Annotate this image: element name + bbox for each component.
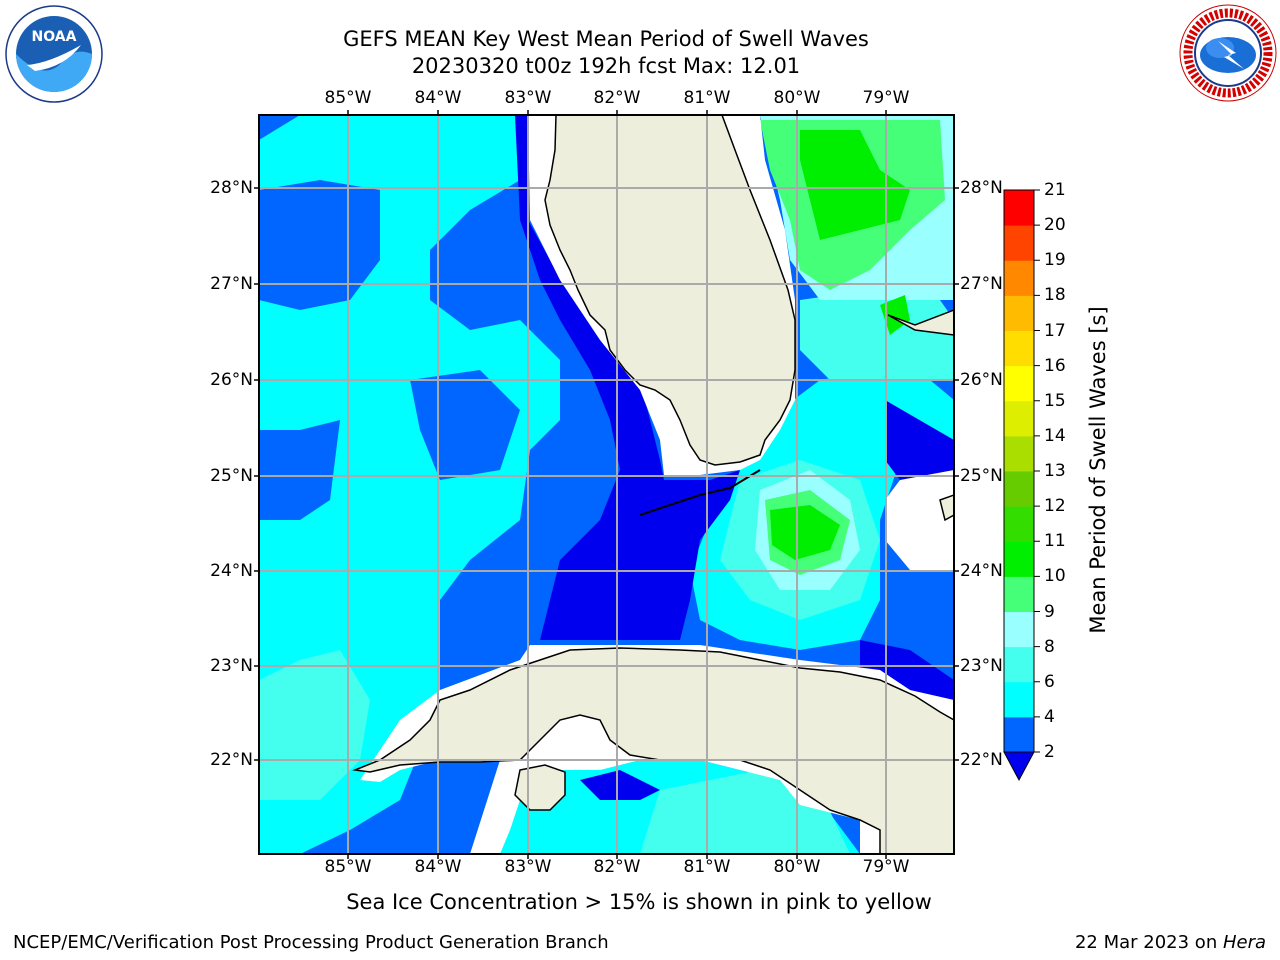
footer-credit: NCEP/EMC/Verification Post Processing Pr… [13,932,609,953]
colorbar-segment [1004,611,1034,648]
nws-logo [1178,3,1278,103]
colorbar-segment [1004,330,1034,367]
lon-label-bottom-82w: 82°W [593,857,641,877]
colorbar-segment [1004,435,1034,472]
colorbar-extend-arrow [1003,751,1035,782]
bahamas-land [887,309,954,336]
lat-label-left-24n: 24°N [210,561,253,581]
lat-label-right-24n: 24°N [960,561,1003,581]
colorbar-tick-label: 10 [1044,566,1066,587]
lat-label-right-23n: 23°N [960,656,1003,676]
lon-label-top-81w: 81°W [683,88,731,108]
colorbar-tick-label: 2 [1044,742,1055,762]
contour-2-4-patch-1 [259,180,380,310]
isla-juventud [514,764,566,811]
footer-date: 22 Mar 2023 on Hera [1075,932,1266,953]
map-subtitle: 20230320 t00z 192h fcst Max: 12.01 [411,54,801,78]
colorbar-tick-label: 8 [1044,636,1055,657]
noaa-logo: NOAA [5,5,103,103]
contour-10-11-keys [770,505,840,560]
colorbar-tick-label: 18 [1044,285,1066,306]
colorbar-segment [1004,646,1034,683]
colorbar-tick-label: 4 [1044,706,1055,727]
lat-label-right-26n: 26°N [960,370,1003,390]
colorbar-segment [1004,506,1034,542]
colorbar-segment [1004,576,1034,612]
lon-label-bottom-84w: 84°W [414,857,462,877]
colorbar-tick-label: 21 [1044,180,1066,200]
colorbar-tick-label: 11 [1044,531,1066,552]
lon-label-bottom-80w: 80°W [773,857,821,877]
lat-label-left-23n: 23°N [210,656,253,676]
florida-land [544,115,796,466]
lon-label-top-84w: 84°W [414,88,462,108]
lon-label-top-83w: 83°W [504,88,552,108]
lat-label-left-27n: 27°N [210,274,253,294]
lon-label-bottom-79w: 79°W [862,857,910,877]
footer-host: Hera [1222,932,1266,953]
lon-label-top-79w: 79°W [862,88,910,108]
lat-label-left-22n: 22°N [210,750,253,770]
contour-0-2-west-shelf [515,115,740,640]
contour-6-8-east [800,290,954,380]
colorbar-segment [1004,471,1034,507]
colorbar-tick-label: 12 [1044,496,1066,517]
lon-label-top-82w: 82°W [593,88,641,108]
lat-label-left-26n: 26°N [210,370,253,390]
map-frame [258,114,955,855]
contour-2-4-patch-2 [259,420,340,520]
map-title: GEFS MEAN Key West Mean Period of Swell … [343,27,869,51]
sea-ice-caption: Sea Ice Concentration > 15% is shown in … [346,890,932,914]
lat-label-right-22n: 22°N [960,750,1003,770]
contour-10-11-north [800,130,910,240]
lat-label-right-28n: 28°N [960,178,1003,198]
colorbar-tick-label: 16 [1044,355,1066,376]
colorbar-segment [1004,295,1034,331]
colorbar-segment [1004,541,1034,577]
nodata-mask-bahamas [885,470,954,570]
cuba-land [352,647,954,854]
map-ticks [254,110,959,859]
colorbar [1003,189,1040,782]
contour-6-8-west [259,650,370,800]
colorbar-segment [1004,260,1034,296]
colorbar-segment [1004,365,1034,402]
lon-label-bottom-81w: 81°W [683,857,731,877]
colorbar-label: Mean Period of Swell Waves [s] [1086,306,1110,634]
colorbar-tick-label: 17 [1044,320,1066,341]
graticule [259,115,954,854]
colorbar-tick-label: 9 [1044,601,1055,622]
lon-label-top-80w: 80°W [773,88,821,108]
contour-0-2-south [580,770,660,800]
lon-label-bottom-85w: 85°W [324,857,372,877]
lat-label-right-25n: 25°N [960,466,1003,486]
colorbar-segment [1004,225,1034,261]
colorbar-segment [1004,716,1034,753]
lon-label-bottom-83w: 83°W [504,857,552,877]
colorbar-tick-label: 13 [1044,461,1066,481]
colorbar-tick-label: 14 [1044,425,1066,446]
lat-label-left-25n: 25°N [210,466,253,486]
colorbar-tick-label: 20 [1044,215,1066,236]
lat-label-left-28n: 28°N [210,178,253,198]
colorbar-tick-label: 19 [1044,250,1066,271]
colorbar-tick-label: 6 [1044,671,1055,692]
colorbar-segment [1004,400,1034,437]
florida-keys [639,469,761,516]
colorbar-tick-label: 15 [1044,390,1066,411]
svg-text:NOAA: NOAA [32,29,77,45]
colorbar-segment [1004,681,1034,718]
contour-10-11-small [880,295,910,335]
colorbar-segment [1004,190,1034,226]
andros-land [939,494,954,522]
contour-0-2-east [885,400,954,480]
lon-label-top-85w: 85°W [324,88,372,108]
lat-label-right-27n: 27°N [960,274,1003,294]
footer-date-text: 22 Mar 2023 on [1074,932,1223,953]
